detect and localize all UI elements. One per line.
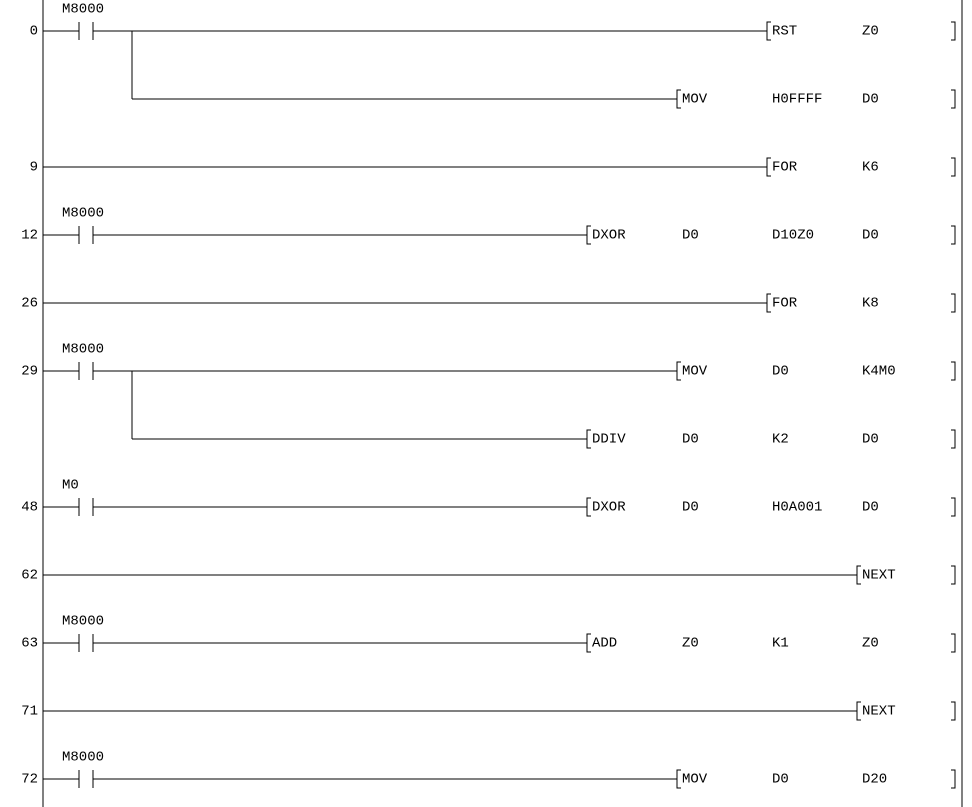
- operand: D0: [772, 364, 789, 380]
- instruction: FOR: [772, 296, 798, 312]
- operand: D0: [682, 228, 699, 244]
- instruction: FOR: [772, 160, 798, 176]
- operand: K4M0: [862, 364, 896, 380]
- step-number: 26: [21, 296, 38, 312]
- close-bracket: [951, 89, 956, 109]
- open-bracket: [676, 89, 681, 109]
- operand: D0: [682, 500, 699, 516]
- open-bracket: [586, 429, 591, 449]
- operand: H0FFFF: [772, 92, 822, 108]
- operand: Z0: [862, 24, 879, 40]
- instruction: NEXT: [862, 568, 896, 584]
- open-bracket: [856, 701, 861, 721]
- operand: D0: [862, 432, 879, 448]
- instruction: MOV: [682, 772, 708, 788]
- contact-label: M0: [62, 478, 79, 494]
- close-bracket: [951, 361, 956, 381]
- step-number: 62: [21, 568, 38, 584]
- step-number: 0: [30, 24, 38, 40]
- step-number: 71: [21, 704, 38, 720]
- close-bracket: [951, 225, 956, 245]
- open-bracket: [586, 633, 591, 653]
- step-number: 12: [21, 228, 38, 244]
- open-bracket: [676, 361, 681, 381]
- step-number: 9: [30, 160, 38, 176]
- operand: D20: [862, 772, 887, 788]
- close-bracket: [951, 293, 956, 313]
- contact-label: M8000: [62, 342, 104, 358]
- operand: D0: [862, 228, 879, 244]
- operand: K8: [862, 296, 879, 312]
- step-number: 63: [21, 636, 38, 652]
- open-bracket: [586, 497, 591, 517]
- step-number: 48: [21, 500, 38, 516]
- operand: H0A001: [772, 500, 822, 516]
- operand: Z0: [862, 636, 879, 652]
- close-bracket: [951, 429, 956, 449]
- close-bracket: [951, 497, 956, 517]
- open-bracket: [766, 293, 771, 313]
- instruction: DXOR: [592, 228, 626, 244]
- instruction: ADD: [592, 636, 617, 652]
- operand: Z0: [682, 636, 699, 652]
- operand: D10Z0: [772, 228, 814, 244]
- operand: D0: [862, 92, 879, 108]
- instruction: MOV: [682, 92, 708, 108]
- operand: K1: [772, 636, 789, 652]
- operand: D0: [682, 432, 699, 448]
- contact-label: M8000: [62, 2, 104, 18]
- contact-label: M8000: [62, 614, 104, 630]
- instruction: DXOR: [592, 500, 626, 516]
- instruction: RST: [772, 24, 797, 40]
- contact-label: M8000: [62, 750, 104, 766]
- open-bracket: [676, 769, 681, 789]
- close-bracket: [951, 701, 956, 721]
- instruction: MOV: [682, 364, 708, 380]
- open-bracket: [766, 157, 771, 177]
- operand: K6: [862, 160, 879, 176]
- close-bracket: [951, 565, 956, 585]
- open-bracket: [856, 565, 861, 585]
- contact-label: M8000: [62, 206, 104, 222]
- step-number: 29: [21, 364, 38, 380]
- operand: D0: [772, 772, 789, 788]
- step-number: 72: [21, 772, 38, 788]
- operand: D0: [862, 500, 879, 516]
- instruction: NEXT: [862, 704, 896, 720]
- close-bracket: [951, 769, 956, 789]
- instruction: DDIV: [592, 432, 626, 448]
- close-bracket: [951, 633, 956, 653]
- open-bracket: [586, 225, 591, 245]
- close-bracket: [951, 157, 956, 177]
- close-bracket: [951, 21, 956, 41]
- open-bracket: [766, 21, 771, 41]
- operand: K2: [772, 432, 789, 448]
